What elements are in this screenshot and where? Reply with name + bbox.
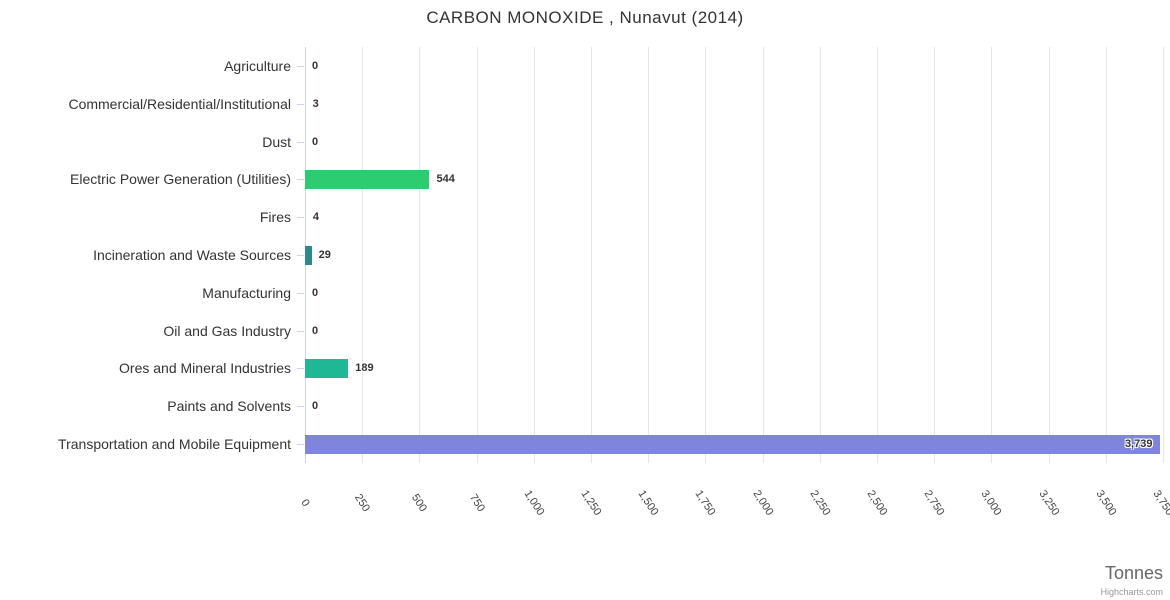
category-label: Fires bbox=[259, 209, 291, 226]
category-tick bbox=[297, 65, 304, 67]
category-label: Dust bbox=[262, 133, 291, 150]
x-axis-tick-label: 2,000 bbox=[750, 488, 776, 518]
highcharts-credit[interactable]: Highcharts.com bbox=[1100, 587, 1163, 597]
gridline bbox=[1105, 47, 1107, 463]
value-label: 544 bbox=[436, 173, 455, 186]
category-tick bbox=[297, 368, 304, 370]
x-axis-title: Tonnes bbox=[1104, 563, 1163, 583]
gridline bbox=[476, 47, 478, 463]
value-label: 4 bbox=[312, 211, 320, 224]
gridline bbox=[762, 47, 764, 463]
gridline bbox=[648, 47, 650, 463]
x-axis-tick-label: 500 bbox=[409, 492, 430, 514]
category-label: Manufacturing bbox=[202, 284, 291, 301]
category-label: Commercial/Residential/Institutional bbox=[68, 95, 291, 112]
bar[interactable] bbox=[305, 169, 430, 189]
value-label: 3,739 bbox=[1124, 438, 1153, 451]
bar[interactable] bbox=[305, 245, 312, 265]
value-label: 0 bbox=[312, 135, 319, 148]
gridline bbox=[991, 47, 993, 463]
value-label: 29 bbox=[318, 249, 331, 261]
gridline bbox=[1048, 47, 1050, 463]
x-axis-tick-label: 3,000 bbox=[978, 488, 1004, 518]
x-axis-tick-label: 2,250 bbox=[807, 488, 833, 518]
x-axis-tick-label: 3,250 bbox=[1036, 488, 1062, 518]
category-tick bbox=[297, 444, 304, 446]
category-tick bbox=[297, 330, 304, 332]
bar[interactable] bbox=[305, 434, 1161, 454]
category-tick bbox=[297, 292, 304, 294]
gridline bbox=[819, 47, 821, 463]
gridline bbox=[591, 47, 592, 463]
category-label: Ores and Mineral Industries bbox=[119, 360, 291, 377]
category-label: Agriculture bbox=[224, 57, 291, 74]
x-axis-tick-label: 3,750 bbox=[1150, 488, 1170, 518]
x-axis-tick-label: 1,500 bbox=[635, 488, 661, 518]
value-label: 189 bbox=[355, 362, 374, 375]
x-axis-tick-label: 2,500 bbox=[864, 488, 890, 518]
value-label: 3 bbox=[312, 97, 319, 110]
category-label: Paints and Solvents bbox=[167, 398, 291, 415]
category-tick bbox=[297, 217, 304, 219]
gridline bbox=[1163, 47, 1164, 463]
category-tick bbox=[297, 179, 304, 181]
bar[interactable] bbox=[305, 358, 349, 378]
gridline bbox=[533, 47, 535, 463]
x-axis-tick-label: 2,750 bbox=[921, 488, 947, 518]
x-axis-tick-label: 1,250 bbox=[578, 488, 604, 518]
x-axis-tick-label: 750 bbox=[466, 492, 487, 514]
category-label: Incineration and Waste Sources bbox=[93, 247, 291, 263]
category-tick bbox=[297, 406, 304, 408]
category-label: Electric Power Generation (Utilities) bbox=[70, 171, 291, 188]
value-label: 0 bbox=[312, 59, 319, 72]
gridline bbox=[362, 47, 364, 463]
category-tick bbox=[297, 255, 304, 256]
value-label: 0 bbox=[312, 286, 319, 299]
category-label: Oil and Gas Industry bbox=[163, 322, 291, 339]
category-tick bbox=[297, 103, 304, 105]
x-axis-tick-label: 1,750 bbox=[692, 488, 718, 518]
value-label: 0 bbox=[312, 400, 319, 413]
gridline bbox=[419, 47, 421, 463]
chart-title: CARBON MONOXIDE , Nunavut (2014) bbox=[426, 8, 744, 27]
value-label: 0 bbox=[312, 324, 319, 337]
gridline bbox=[705, 47, 707, 463]
gridline bbox=[934, 47, 936, 463]
gridline bbox=[877, 47, 878, 463]
x-axis-tick-label: 0 bbox=[298, 497, 312, 509]
x-axis-tick-label: 1,000 bbox=[521, 488, 547, 518]
category-tick bbox=[297, 141, 304, 143]
x-axis-tick-label: 250 bbox=[352, 492, 373, 514]
category-label: Transportation and Mobile Equipment bbox=[58, 436, 291, 453]
x-axis-tick-label: 3,500 bbox=[1093, 488, 1119, 518]
